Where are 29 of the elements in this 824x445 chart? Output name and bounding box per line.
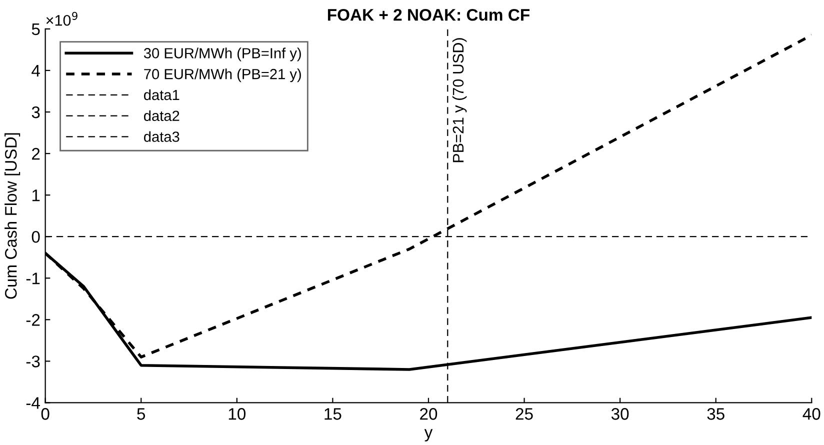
legend-label: 70 EUR/MWh (PB=21 y) xyxy=(144,68,301,82)
y-tick-label: -4 xyxy=(26,397,40,409)
y-tick-label: -1 xyxy=(26,272,40,284)
legend-label: data3 xyxy=(144,131,180,142)
x-tick-label: 25 xyxy=(516,408,533,420)
y-tick-label: -2 xyxy=(26,314,40,326)
legend-label: data2 xyxy=(144,110,180,122)
x-axis-title: y xyxy=(424,429,433,442)
y-tick-label: 2 xyxy=(32,148,40,160)
chart-title: FOAK + 2 NOAK: Cum CF xyxy=(328,8,530,21)
annotation: PB=21 y (70 USD) xyxy=(452,38,467,162)
legend-label: data1 xyxy=(144,89,180,100)
x-tick-label: 30 xyxy=(611,408,629,420)
y-axis-title: Cum Cash Flow [USD] xyxy=(4,133,20,299)
y-tick-label: 1 xyxy=(32,190,40,202)
y-tick-label: 4 xyxy=(32,65,40,76)
text: ×10$^{9}$ xyxy=(46,12,78,26)
x-tick-label: 35 xyxy=(707,408,724,420)
x-tick-label: 10 xyxy=(228,408,246,420)
x-tick-label: 0 xyxy=(41,408,50,420)
y-tick-label: -3 xyxy=(26,356,40,368)
x-tick-label: 20 xyxy=(420,408,438,420)
x-tick-label: 40 xyxy=(802,408,820,420)
y-tick-label: 3 xyxy=(32,106,40,118)
legend-label: 30 EUR/MWh (PB=Inf y) xyxy=(144,48,301,62)
x-tick-label: 15 xyxy=(324,408,342,420)
y-tick-label: 0 xyxy=(32,230,40,243)
x-tick-label: 5 xyxy=(137,408,146,420)
y-tick-label: 5 xyxy=(32,24,40,36)
